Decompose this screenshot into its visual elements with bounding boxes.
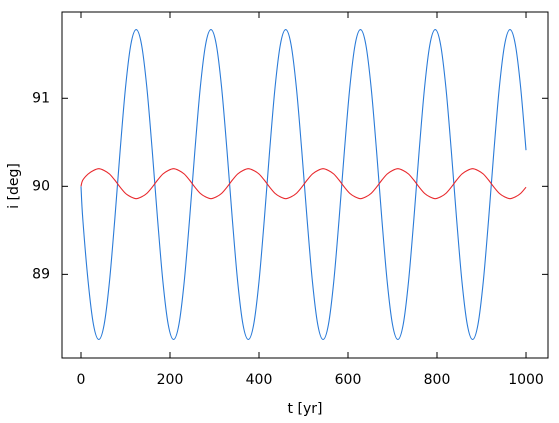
x-tick-label: 1000 [508, 372, 544, 388]
x-tick-label: 0 [77, 372, 86, 388]
series-line [80, 168, 527, 200]
y-tick-label: 89 [32, 266, 50, 282]
x-tick-label: 400 [246, 372, 273, 388]
x-tick-label: 600 [335, 372, 362, 388]
plot-frame [61, 11, 549, 359]
y-tick-label: 90 [32, 178, 50, 194]
y-tick-label: 91 [32, 90, 50, 106]
x-axis-label: t [yr] [288, 401, 323, 417]
series-line [80, 29, 527, 341]
x-tick-label: 800 [424, 372, 451, 388]
x-tick-label: 200 [157, 372, 184, 388]
y-axis-label: i [deg] [6, 163, 22, 209]
